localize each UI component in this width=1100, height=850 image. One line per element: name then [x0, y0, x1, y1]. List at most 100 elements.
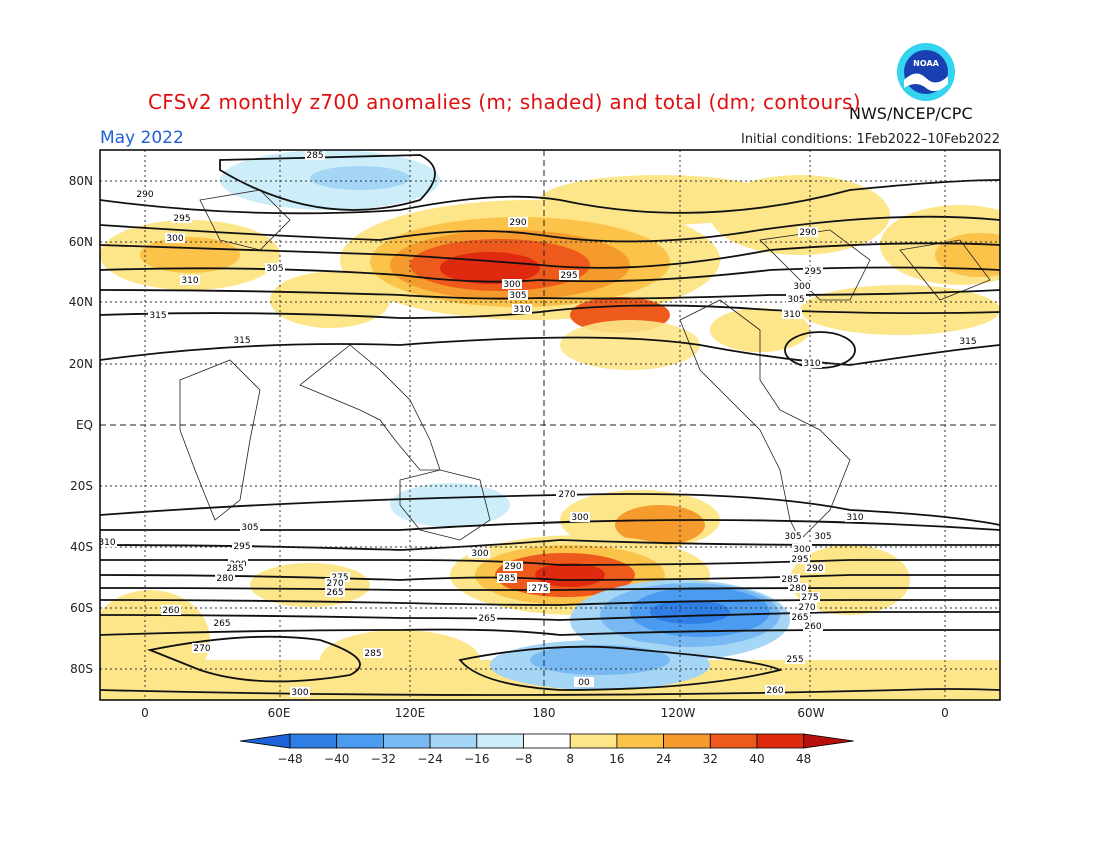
- contour-label: 260: [766, 686, 783, 696]
- contour-label: 290: [504, 562, 521, 572]
- contour-label: 310: [783, 310, 800, 320]
- contour-label-bg: [530, 583, 550, 593]
- colorbar-arrow-right: [803, 733, 854, 749]
- contour-label-bg: [512, 304, 532, 314]
- contour-label-bg: [783, 531, 803, 541]
- lat-label: 20S: [70, 479, 93, 493]
- contour-label: 260: [162, 606, 179, 616]
- contour-label-bg: [570, 512, 590, 522]
- colorbar-label: −8: [515, 752, 533, 766]
- contour-label-bg: [559, 270, 579, 280]
- contour-labels: 2852902953003053103152903003053102952902…: [97, 150, 978, 698]
- colorbar-swatch: [709, 733, 758, 749]
- colorbar-swatch: [523, 733, 571, 749]
- contour-label-bg: [790, 554, 810, 564]
- contour-label: 285: [226, 564, 243, 574]
- colorbar-swatch: [289, 733, 338, 749]
- contour-label: 305: [241, 523, 258, 533]
- latitude-labels: 80N 60N 40N 20N EQ 20S 40S 60S 80S: [69, 174, 93, 676]
- colorbar-label: 32: [703, 752, 718, 766]
- lon-label: 60W: [797, 706, 824, 720]
- contour-label-bg: [845, 512, 865, 522]
- contour-label: 280: [216, 574, 233, 584]
- contour-label-bg: [788, 583, 808, 593]
- contour-label: 300: [793, 282, 810, 292]
- contour-label: 265: [791, 613, 808, 623]
- contour-label-bg: [172, 213, 192, 223]
- contour-label: 265: [326, 588, 343, 598]
- lat-label: 60N: [69, 235, 93, 249]
- colorbar-swatch: [569, 733, 618, 749]
- agency-label: NWS/NCEP/CPC: [849, 104, 973, 123]
- contour-label: 270: [193, 644, 210, 654]
- colorbar-swatch: [336, 733, 384, 749]
- contour-label-bg: [212, 618, 232, 628]
- contour-label: 310: [846, 513, 863, 523]
- contour-label: 260: [804, 622, 821, 632]
- contour-label-bg: [363, 648, 383, 658]
- colorbar-label: −32: [371, 752, 396, 766]
- colorbar-label: −24: [417, 752, 442, 766]
- contour-label: 290: [806, 564, 823, 574]
- contour-label-bg: [790, 612, 810, 622]
- contour-label-bg: [803, 621, 823, 631]
- contour-label: 300: [166, 234, 183, 244]
- contour-label-bg: [305, 150, 325, 160]
- contour-label: 295: [560, 271, 577, 281]
- forecast-month: May 2022: [100, 128, 184, 148]
- contour-label-bg: [232, 335, 252, 345]
- contour-label-bg: [780, 574, 800, 584]
- map-frame: [99, 149, 1001, 701]
- contour-label-bg: [180, 275, 200, 285]
- contour-label: 295: [791, 555, 808, 565]
- colorbar: −48 −40 −32 −24 −16 −8 8 16 24 32 40 48: [239, 733, 854, 766]
- contour-label-bg: [330, 572, 350, 582]
- contour-label: 285: [306, 151, 323, 161]
- contour-label: 315: [149, 311, 166, 321]
- contour-label: 295: [173, 214, 190, 224]
- contour-label: 305: [814, 532, 831, 542]
- contour-label: 305: [509, 291, 526, 301]
- contour-label: 270: [798, 603, 815, 613]
- contour-label: 290: [799, 228, 816, 238]
- contour-label-bg: [800, 592, 820, 602]
- contour-label: 315: [233, 336, 250, 346]
- noaa-logo-icon: NOAA: [897, 43, 955, 101]
- contour-label: 305: [784, 532, 801, 542]
- colorbar-swatch: [382, 733, 431, 749]
- contour-label: 265: [213, 619, 230, 629]
- contour-label: 300: [291, 688, 308, 698]
- contour-label-bg: [165, 233, 185, 243]
- contour-label-bg: [215, 573, 235, 583]
- contour-label: 305: [787, 295, 804, 305]
- contour-label: 280: [789, 584, 806, 594]
- contour-label-bg: [813, 531, 833, 541]
- lon-label: 0: [141, 706, 149, 720]
- lon-label: 180: [533, 706, 556, 720]
- height-contours: [100, 154, 1000, 696]
- colorbar-label: −48: [277, 752, 302, 766]
- contour-label: 285: [781, 575, 798, 585]
- contour-label-bg: [798, 227, 818, 237]
- contour-label-bg: [135, 189, 155, 199]
- noaa-logo-text: NOAA: [913, 59, 939, 68]
- contour-label-bg: [574, 677, 594, 687]
- contour-label: 290: [136, 190, 153, 200]
- contour-label: 00: [578, 678, 590, 688]
- contour-label-bg: [797, 602, 817, 612]
- contour-label-bg: [765, 685, 785, 695]
- contour-label: 275: [531, 584, 548, 594]
- colorbar-arrow-left: [239, 733, 291, 749]
- colorbar-label: 16: [609, 752, 624, 766]
- contour-label-bg: [557, 489, 577, 499]
- contour-label: 300: [793, 545, 810, 555]
- contour-label-bg: [470, 548, 490, 558]
- lat-label: 60S: [70, 601, 93, 615]
- contour-label-bg: [803, 266, 823, 276]
- contour-label-bg: [782, 309, 802, 319]
- contour-label: 270: [326, 579, 343, 589]
- lat-label: 80S: [70, 662, 93, 676]
- contour-label: 300: [471, 549, 488, 559]
- contour-label: 310: [803, 359, 820, 369]
